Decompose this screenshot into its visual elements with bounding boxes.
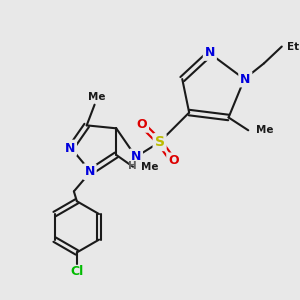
Text: O: O: [168, 154, 179, 167]
Text: N: N: [240, 73, 250, 85]
Text: N: N: [85, 165, 95, 178]
Text: O: O: [136, 118, 147, 131]
Text: S: S: [154, 135, 165, 149]
Text: Me: Me: [88, 92, 105, 102]
Text: Me: Me: [256, 125, 274, 135]
Text: Cl: Cl: [70, 265, 83, 278]
Text: Et: Et: [287, 42, 299, 52]
Text: H: H: [128, 161, 136, 171]
Text: N: N: [205, 46, 215, 59]
Text: Me: Me: [141, 162, 158, 172]
Text: N: N: [131, 150, 141, 164]
Text: N: N: [65, 142, 75, 154]
